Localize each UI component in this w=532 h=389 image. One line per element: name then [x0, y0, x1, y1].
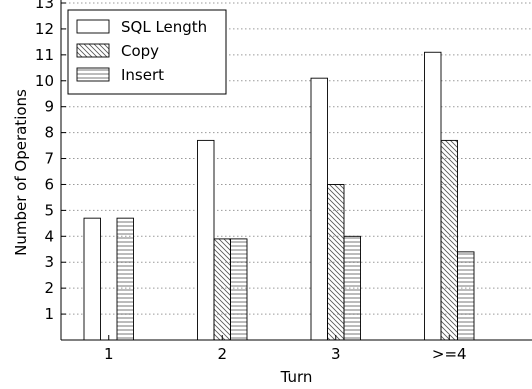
- y-tick-label: 5: [44, 201, 54, 219]
- y-tick-label: 10: [35, 72, 54, 90]
- y-tick-label: 13: [35, 0, 54, 12]
- y-tick-label: 7: [44, 150, 54, 168]
- bar-insert: [230, 238, 248, 341]
- x-axis-label: Turn: [280, 368, 313, 386]
- legend: SQL Length Copy Insert: [67, 9, 227, 95]
- bar-sql-length: [310, 77, 328, 341]
- y-tick-label: 9: [44, 98, 54, 116]
- y-axis-label: Number of Operations: [12, 89, 30, 256]
- bar-insert: [343, 235, 361, 341]
- y-tick-label: 1: [44, 305, 54, 323]
- bar-sql-length: [197, 139, 215, 341]
- legend-swatch: [76, 19, 110, 34]
- y-tick-label: 12: [35, 20, 54, 38]
- x-tick-label: 3: [331, 345, 341, 363]
- y-tick-label: 2: [44, 279, 54, 297]
- bar-insert: [457, 251, 475, 341]
- legend-swatch: [76, 67, 110, 82]
- legend-label: Copy: [121, 42, 159, 60]
- legend-label: Insert: [121, 66, 164, 84]
- legend-swatch: [76, 43, 110, 58]
- bar-sql-length: [83, 217, 101, 341]
- bars: [83, 51, 475, 341]
- bar-copy: [440, 139, 458, 341]
- legend-label: SQL Length: [121, 18, 207, 36]
- y-tick-label: 6: [44, 175, 54, 193]
- bar-sql-length: [424, 51, 442, 341]
- bar-insert: [116, 217, 134, 341]
- y-tick-label: 11: [35, 46, 54, 64]
- x-tick-label: 1: [104, 345, 114, 363]
- y-tick-label: 3: [44, 253, 54, 271]
- y-tick-label: 8: [44, 124, 54, 142]
- bar-copy: [327, 184, 345, 341]
- bar-copy: [213, 238, 231, 341]
- x-tick-label: >=4: [432, 345, 467, 363]
- x-tick-label: 2: [217, 345, 227, 363]
- y-tick-label: 4: [44, 227, 54, 245]
